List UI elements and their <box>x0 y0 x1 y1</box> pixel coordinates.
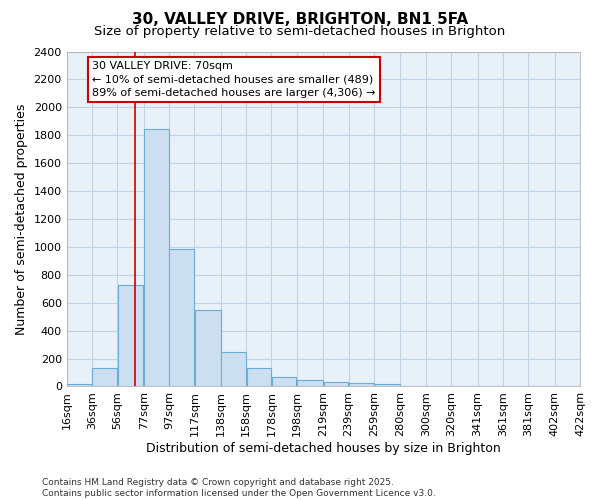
Bar <box>221 352 246 386</box>
Bar <box>247 368 271 386</box>
Bar <box>323 382 349 386</box>
Bar <box>349 383 374 386</box>
Bar <box>297 380 323 386</box>
Bar <box>92 368 117 386</box>
Bar <box>194 310 221 386</box>
Bar <box>118 284 143 386</box>
Bar <box>374 384 400 386</box>
Bar <box>144 129 169 386</box>
Bar <box>169 249 194 386</box>
Y-axis label: Number of semi-detached properties: Number of semi-detached properties <box>15 104 28 334</box>
Bar <box>67 384 92 386</box>
Text: Size of property relative to semi-detached houses in Brighton: Size of property relative to semi-detach… <box>94 25 506 38</box>
Text: 30, VALLEY DRIVE, BRIGHTON, BN1 5FA: 30, VALLEY DRIVE, BRIGHTON, BN1 5FA <box>132 12 468 28</box>
Text: Contains HM Land Registry data © Crown copyright and database right 2025.
Contai: Contains HM Land Registry data © Crown c… <box>42 478 436 498</box>
Text: 30 VALLEY DRIVE: 70sqm
← 10% of semi-detached houses are smaller (489)
89% of se: 30 VALLEY DRIVE: 70sqm ← 10% of semi-det… <box>92 62 376 98</box>
X-axis label: Distribution of semi-detached houses by size in Brighton: Distribution of semi-detached houses by … <box>146 442 501 455</box>
Bar <box>272 376 296 386</box>
